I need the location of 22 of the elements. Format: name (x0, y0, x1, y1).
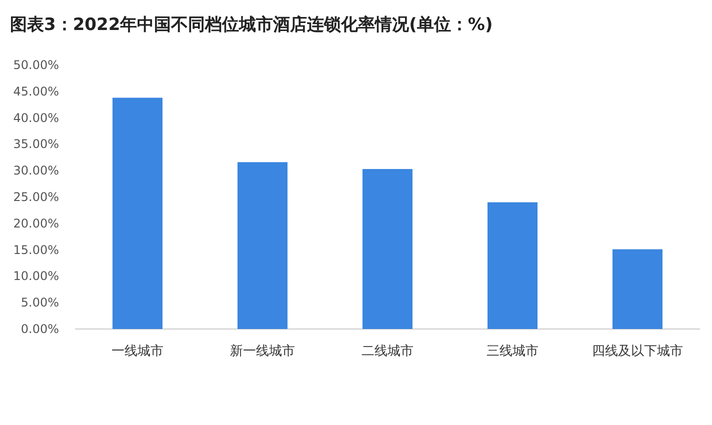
y-tick-label: 10.00% (13, 269, 59, 284)
y-tick-label: 5.00% (20, 296, 59, 310)
y-tick-label: 30.00% (13, 164, 59, 178)
bar (488, 202, 538, 329)
y-tick-label: 45.00% (13, 84, 59, 98)
y-tick-label: 40.00% (13, 110, 59, 125)
x-tick-label: 二线城市 (362, 344, 414, 359)
x-tick-label: 一线城市 (112, 344, 164, 359)
bar (612, 249, 662, 329)
bar (362, 169, 412, 329)
y-tick-label: 35.00% (13, 137, 59, 152)
chart-title: 图表3：2022年中国不同档位城市酒店连锁化率情况(单位：%) (10, 15, 493, 35)
y-tick-label: 20.00% (13, 216, 59, 230)
x-tick-label: 三线城市 (486, 344, 538, 359)
y-tick-label: 50.00% (13, 58, 59, 72)
x-tick-label: 四线及以下城市 (592, 344, 683, 359)
bar (112, 98, 162, 329)
y-tick-label: 0.00% (20, 322, 59, 336)
x-tick-label: 新一线城市 (230, 344, 295, 359)
y-tick-label: 15.00% (13, 242, 59, 257)
y-tick-label: 25.00% (13, 190, 59, 204)
bar (238, 162, 288, 329)
